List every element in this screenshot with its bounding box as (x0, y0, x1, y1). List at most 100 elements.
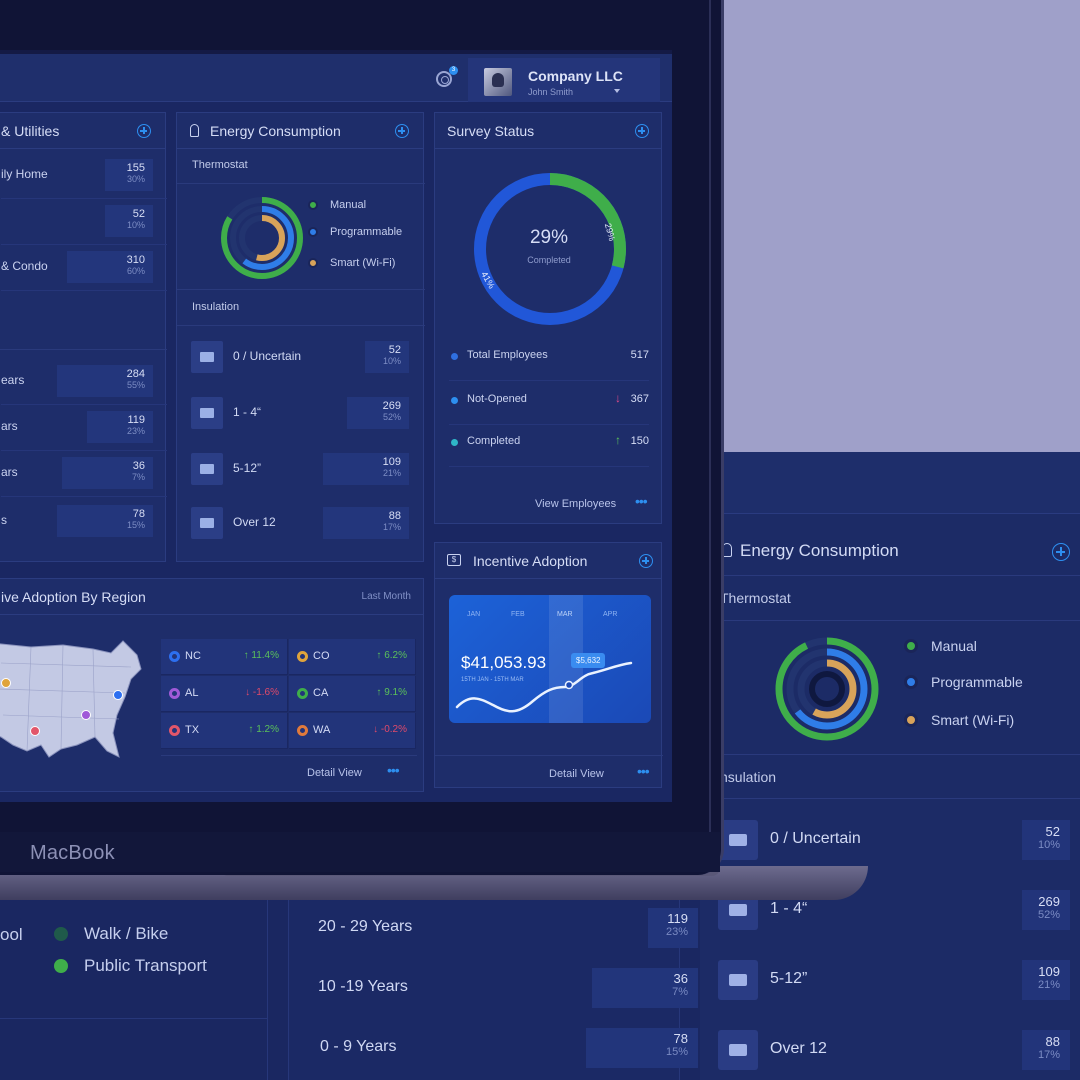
background-bottom-panels (0, 900, 700, 1080)
cash-icon (718, 820, 758, 860)
region-cell-co[interactable]: CO ↑ 6.2% (289, 639, 416, 675)
age-row: ars 119 23% (1, 405, 167, 451)
arrow-up-icon: ↑ (615, 433, 621, 447)
row-value: 284 55% (56, 365, 153, 397)
utility-row: & Condo 310 60% (1, 245, 167, 291)
add-icon[interactable] (137, 124, 151, 138)
user-name: John Smith (528, 87, 574, 97)
bg-thermostat-label: Thermostat (720, 590, 791, 606)
age-row: 10 -19 Years 36 7% (318, 968, 698, 1008)
background-dashboard (700, 452, 1080, 1080)
row-label: & Condo (1, 259, 48, 273)
divider (177, 289, 425, 290)
arrow-down-icon: ↓ (615, 391, 621, 405)
dashboard-screen: 3 Company LLC John Smith & Utilities ily… (0, 50, 672, 802)
state-change: ↓ -1.6% (245, 687, 279, 698)
state-change: ↑ 6.2% (376, 650, 407, 661)
card-header: & Utilities (0, 113, 165, 149)
detail-view-link[interactable]: Detail View (307, 767, 362, 779)
card-header: $ Incentive Adoption (435, 543, 661, 579)
add-icon[interactable] (639, 554, 653, 568)
chevron-down-icon[interactable] (614, 89, 620, 93)
incentive-adoption-card: $ Incentive Adoption JAN FEB MAR APR $41… (434, 542, 663, 788)
age-row: ears 284 55% (1, 359, 167, 405)
region-cell-al[interactable]: AL ↓ -1.6% (161, 676, 288, 712)
legend-smart-wifi: Smart (Wi-Fi) (308, 257, 395, 269)
more-icon[interactable]: ••• (635, 493, 648, 509)
utilities-card: & Utilities ily Home 155 30% 52 10% & Cond… (0, 112, 167, 562)
row-value: 36 7% (592, 968, 698, 1008)
chart-tooltip: $5,632 (571, 653, 606, 668)
commute-panel (0, 900, 268, 1080)
row-label: 0 / Uncertain (233, 349, 302, 363)
region-cell-wa[interactable]: WA ↓ -0.2% (289, 713, 416, 749)
divider (161, 755, 417, 756)
state-label: CA (313, 687, 329, 699)
divider (0, 1018, 268, 1019)
divider (718, 798, 1080, 799)
bg-thermostat-donut (775, 637, 879, 741)
region-cell-nc[interactable]: NC ↑ 11.4% (161, 639, 288, 675)
row-value: 78 15% (585, 1028, 698, 1068)
gear-icon[interactable] (436, 71, 452, 87)
map-pin-nc[interactable] (113, 690, 123, 700)
incentive-line (455, 661, 633, 713)
row-value: 52 10% (364, 341, 409, 373)
more-icon[interactable]: ••• (637, 763, 650, 779)
incentive-range: 15TH JAN - 15TH MAR (461, 677, 524, 683)
add-icon[interactable] (395, 124, 409, 138)
cash-icon (718, 1030, 758, 1070)
row-label: Not-Opened (467, 393, 527, 405)
row-value: 109 21% (1021, 960, 1070, 1000)
row-label: s (1, 513, 7, 527)
map-marker-icon (169, 651, 180, 662)
insulation-row: 5-12” 109 21% (191, 453, 409, 487)
divider (718, 575, 1080, 576)
insulation-label: Insulation (192, 301, 240, 313)
period-filter[interactable]: Last Month (361, 591, 411, 602)
legend-programmable: Programmable (308, 226, 402, 238)
line-point[interactable] (564, 680, 574, 690)
divider (177, 325, 425, 326)
bg-legend-manual: Manual (904, 638, 977, 654)
region-cell-tx[interactable]: TX ↑ 1.2% (161, 713, 288, 749)
row-value: 52 10% (1021, 820, 1070, 860)
map-pin-tx[interactable] (30, 726, 40, 736)
map-pin-co[interactable] (1, 678, 11, 688)
row-label: 20 - 29 Years (318, 918, 413, 935)
row-value: 517 (630, 349, 649, 361)
row-value: 155 30% (104, 159, 153, 191)
detail-view-link[interactable]: Detail View (549, 768, 604, 780)
bg-add-icon[interactable] (1052, 543, 1070, 561)
state-label: AL (185, 687, 199, 699)
us-map (0, 640, 142, 758)
row-label: 1 - 4“ (770, 900, 808, 917)
card-title: Survey Status (447, 123, 535, 139)
survey-completed-arc (474, 173, 626, 325)
dollar-icon: $ (447, 554, 461, 566)
user-menu[interactable]: Company LLC John Smith (468, 58, 660, 102)
add-icon[interactable] (635, 124, 649, 138)
state-change: ↑ 1.2% (248, 724, 279, 735)
region-cell-ca[interactable]: CA ↑ 9.1% (289, 676, 416, 712)
donut-programmable (230, 206, 294, 270)
cash-icon (191, 507, 223, 539)
card-title: Incentive Adoption (473, 553, 588, 569)
card-title: ive Adoption By Region (1, 589, 146, 605)
row-label: ears (1, 373, 25, 387)
energy-consumption-card: Energy Consumption Thermostat Manual Pro… (176, 112, 425, 562)
avatar (484, 68, 512, 96)
divider (718, 754, 1080, 755)
view-employees-link[interactable]: View Employees (535, 498, 617, 510)
legend-walk-bike: Walk / Bike (54, 924, 168, 944)
state-change: ↓ -0.2% (373, 724, 407, 735)
map-pin-al[interactable] (81, 710, 91, 720)
adoption-by-region-card: ive Adoption By Region Last Month NC ↑ 1… (0, 578, 424, 792)
map-borders (0, 644, 132, 752)
cash-icon (191, 453, 223, 485)
bg-donut-smart (797, 659, 857, 719)
more-icon[interactable]: ••• (387, 762, 400, 778)
state-label: NC (185, 650, 201, 662)
divider (0, 349, 167, 350)
age-row: 0 - 9 Years 78 15% (320, 1028, 698, 1068)
